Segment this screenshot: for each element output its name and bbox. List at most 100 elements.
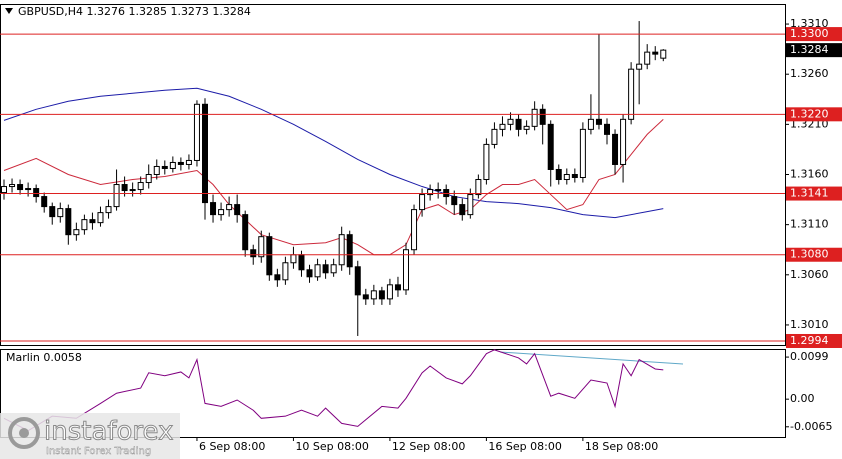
candle-body [330,264,337,274]
candle-body [467,194,474,216]
candle-body [370,290,377,300]
candle-body [41,196,48,208]
candle-body [459,204,466,216]
candle-body [579,128,586,179]
candle-body [604,123,610,135]
candle-body [403,249,409,291]
candle-body [491,128,498,145]
candle-body [298,254,305,271]
y-tick-label: 1.3010 [790,318,829,331]
level-label-box [786,186,842,201]
candle-body [57,208,64,218]
candle-body [202,103,208,204]
y-tick-label: 1.3060 [790,268,829,281]
candle-body [9,184,16,188]
candle-body [81,219,88,231]
candle-body [218,209,225,216]
candle-body [113,184,120,208]
level-label: 1.3220 [790,107,829,120]
candle-body [386,284,393,300]
y-tick-label: 0.00 [790,392,815,405]
candle-body [290,254,297,264]
level-label-box [786,333,842,348]
candle-body [33,188,40,198]
candle-body [515,118,522,130]
level-label: 1.2994 [790,334,829,347]
level-label-box [786,27,842,42]
candle-body [89,219,96,224]
candle-body [362,294,369,300]
candle-body [563,174,570,181]
candle-body [354,266,361,296]
candle-body [443,189,450,198]
candle-body [411,209,418,251]
candle-body [210,202,217,216]
candle-body [226,204,233,211]
candle-body [234,204,241,216]
candle-body [314,264,321,278]
indicator-title: Marlin 0.0058 [6,351,82,364]
x-tick-label: 12 Sep 08:00 [392,440,465,453]
candle-body [1,186,7,194]
candle-body [507,118,514,125]
candle-body [161,165,168,169]
watermark-tagline: Instant Forex Trading [46,446,151,457]
candle-body [427,189,434,196]
moving-average [3,87,664,219]
candle-body [547,123,554,170]
logo-icon [8,417,40,449]
level-label: 1.3080 [790,248,829,261]
candle-body [242,214,249,251]
candle-body [17,184,24,191]
x-tick-label: 10 Sep 08:00 [295,440,368,453]
x-tick-label: 6 Sep 08:00 [199,440,265,453]
candle-body [523,125,530,130]
candle-body [644,51,651,65]
candle-body [97,212,104,224]
y-tick-label: 1.3160 [790,168,829,181]
candle-body [49,206,56,218]
candle-body [338,234,345,266]
candle-body [129,189,136,192]
candle-body [266,236,273,276]
chart-title: GBPUSD,H4 1.3276 1.3285 1.3273 1.3284 [18,5,251,18]
price-label-box [786,43,842,58]
candle-body [73,229,80,236]
candle-body [451,196,458,206]
trend-line [499,351,684,365]
watermark: instaforex Instant Forex Trading [0,413,180,459]
level-label: 1.3141 [790,187,829,200]
candle-body [105,206,112,214]
candle-body [306,269,313,278]
candle-body [660,49,667,59]
dropdown-icon [5,8,13,14]
candle-body [145,174,152,184]
indicator-line [3,349,664,432]
candle-body [153,165,160,175]
logo-icon-core [19,428,29,438]
candle-body [193,103,200,161]
x-tick-label: 16 Sep 08:00 [488,440,561,453]
candle-body [65,208,72,236]
candle-body [475,179,482,196]
candle-body [137,182,144,191]
candle-body [652,51,659,55]
candle-body [282,262,289,281]
level-label-box [786,107,842,122]
indicator-panel [0,349,786,438]
candle-body [499,123,506,130]
candle-body [612,133,619,165]
level-label: 1.3300 [790,27,829,40]
candle-body [250,249,257,258]
candle-body [378,290,385,300]
candle-body [620,118,627,165]
price-label: 1.3284 [790,43,829,56]
y-tick-label: 1.3310 [790,17,829,30]
candle-body [394,284,401,291]
y-tick-label: 0.0099 [790,350,829,363]
candle-body [177,161,184,165]
candle-body [258,236,265,258]
candle-body [571,174,578,179]
